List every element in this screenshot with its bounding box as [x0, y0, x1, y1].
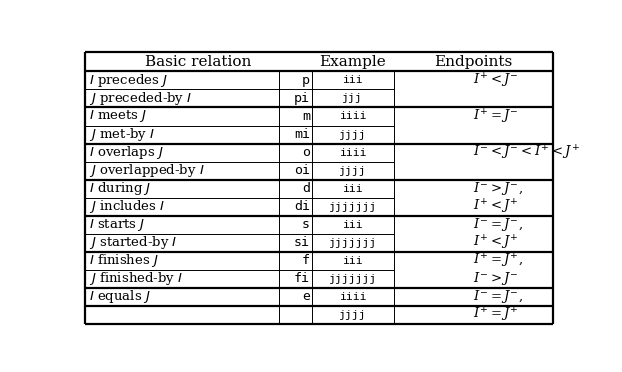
- Text: pi: pi: [294, 92, 310, 105]
- Text: $I^{+} = J^{-}$: $I^{+} = J^{-}$: [473, 108, 519, 126]
- Text: f: f: [302, 254, 310, 267]
- Text: jjjjjjj: jjjjjjj: [328, 238, 377, 248]
- Text: $I^{-} = J^{-},$: $I^{-} = J^{-},$: [473, 216, 523, 233]
- Text: Example: Example: [319, 55, 386, 68]
- Text: iiii: iiii: [339, 292, 366, 302]
- Text: iii: iii: [342, 76, 363, 86]
- Text: $I$ equals $J$: $I$ equals $J$: [89, 288, 151, 305]
- Text: $I^{+} < J^{-}$: $I^{+} < J^{-}$: [473, 71, 519, 90]
- Text: iiii: iiii: [339, 112, 366, 122]
- Text: $I^{-} < J^{-} < I^{+} < J^{+}$: $I^{-} < J^{-} < I^{+} < J^{+}$: [473, 144, 580, 162]
- Text: $J$ met-by $I$: $J$ met-by $I$: [89, 126, 155, 143]
- Text: $J$ finished-by $I$: $J$ finished-by $I$: [89, 270, 183, 287]
- Text: iiii: iiii: [339, 148, 366, 158]
- Text: $I^{+} < J^{+}$: $I^{+} < J^{+}$: [473, 198, 519, 216]
- Text: jjjjjjj: jjjjjjj: [328, 202, 377, 212]
- Text: di: di: [294, 200, 310, 213]
- Text: jjjj: jjjj: [339, 129, 366, 140]
- Text: Basic relation: Basic relation: [145, 55, 251, 68]
- Text: m: m: [302, 110, 310, 123]
- Text: jjj: jjj: [342, 93, 363, 103]
- Text: $J$ started-by $I$: $J$ started-by $I$: [89, 234, 177, 251]
- Text: $I^{+} < J^{+}$: $I^{+} < J^{+}$: [473, 234, 519, 252]
- Text: jjjj: jjjj: [339, 166, 366, 176]
- Text: jjjj: jjjj: [339, 310, 366, 320]
- Text: $I$ starts $J$: $I$ starts $J$: [89, 217, 145, 233]
- Text: $I^{-} > J^{-},$: $I^{-} > J^{-},$: [473, 180, 523, 197]
- Text: iii: iii: [342, 220, 363, 230]
- Text: $I^{+} = J^{+},$: $I^{+} = J^{+},$: [473, 251, 523, 270]
- Text: $I$ during $J$: $I$ during $J$: [89, 180, 151, 197]
- Text: $J$ includes $I$: $J$ includes $I$: [89, 198, 165, 215]
- Text: $I$ overlaps $J$: $I$ overlaps $J$: [89, 144, 164, 161]
- Text: mi: mi: [294, 128, 310, 141]
- Text: Endpoints: Endpoints: [434, 55, 512, 68]
- Text: $I^{+} = J^{+}$: $I^{+} = J^{+}$: [473, 306, 519, 324]
- Text: s: s: [302, 218, 310, 231]
- Text: $I^{-} = J^{-},$: $I^{-} = J^{-},$: [473, 288, 523, 305]
- Text: $I$ meets $J$: $I$ meets $J$: [89, 109, 147, 125]
- Text: iii: iii: [342, 184, 363, 194]
- Text: $I^{-} > J^{-}$: $I^{-} > J^{-}$: [473, 270, 519, 287]
- Text: d: d: [302, 182, 310, 195]
- Text: $I$ finishes $J$: $I$ finishes $J$: [89, 252, 159, 269]
- Text: o: o: [302, 146, 310, 159]
- Text: si: si: [294, 236, 310, 249]
- Text: iii: iii: [342, 256, 363, 266]
- Text: p: p: [302, 74, 310, 87]
- Text: $J$ overlapped-by $I$: $J$ overlapped-by $I$: [89, 162, 205, 179]
- Text: jjjjjjj: jjjjjjj: [328, 274, 377, 284]
- Text: $J$ preceded-by $I$: $J$ preceded-by $I$: [89, 90, 192, 107]
- Text: fi: fi: [294, 272, 310, 285]
- Text: oi: oi: [294, 164, 310, 177]
- Text: e: e: [302, 291, 310, 303]
- Text: $I$ precedes $J$: $I$ precedes $J$: [89, 72, 168, 89]
